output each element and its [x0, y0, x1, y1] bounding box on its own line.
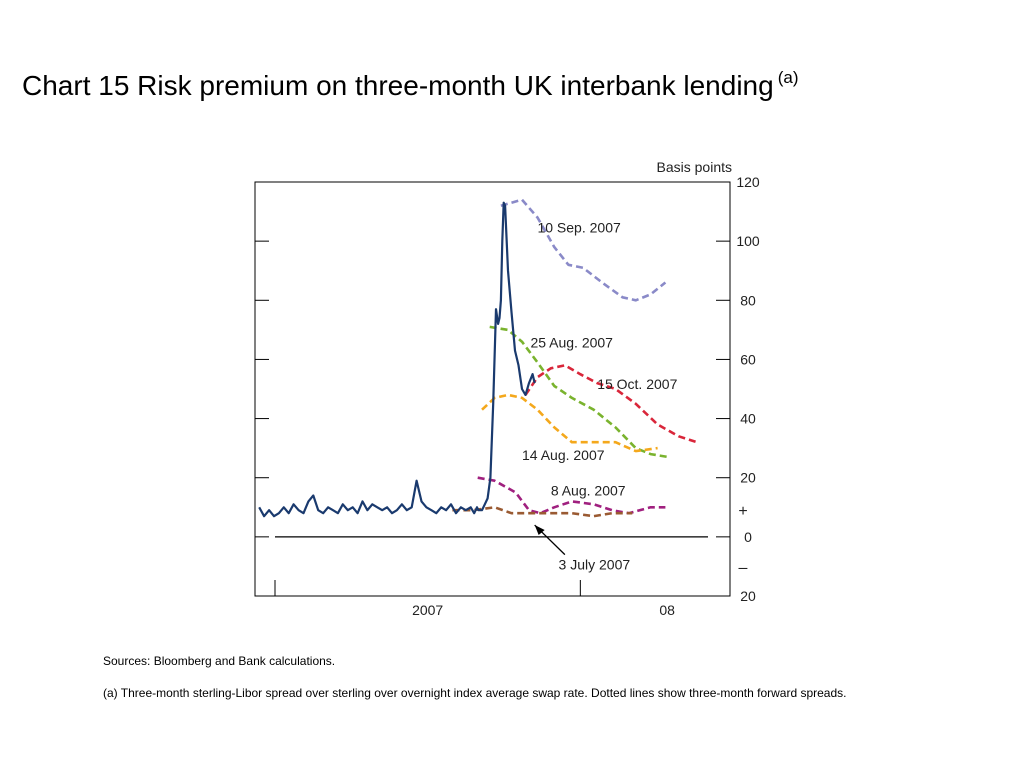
y-tick-label: 20: [740, 470, 756, 486]
y-tick-label: 80: [740, 292, 756, 308]
y-tick-label: 0: [744, 529, 752, 545]
curve-annotation: 8 Aug. 2007: [551, 482, 626, 498]
chart-notes: Sources: Bloomberg and Bank calculations…: [103, 653, 943, 701]
footnote-a: (a) Three-month sterling-Libor spread ov…: [103, 686, 847, 700]
plot-frame: [254, 181, 731, 597]
y-tick-label: 100: [736, 233, 760, 249]
y-axis-label: Basis points: [657, 159, 732, 175]
series-line-spread: [258, 201, 536, 518]
x-tick-label: 08: [659, 602, 675, 618]
y-tick-label: 60: [740, 351, 756, 367]
series-line-15-oct-2007: [524, 363, 698, 444]
chart-title-footnote-mark: (a): [777, 68, 799, 87]
annotation-arrow-head: [534, 525, 545, 536]
curve-annotation: 10 Sep. 2007: [537, 219, 621, 235]
series-line-3-july-2007: [452, 505, 633, 518]
y-tick-label: 120: [736, 174, 760, 190]
chart-title-text: Chart 15 Risk premium on three-month UK …: [22, 70, 774, 101]
curve-annotation: 14 Aug. 2007: [522, 447, 605, 463]
minus-sign-label: –: [739, 559, 748, 576]
sources-note: Sources: Bloomberg and Bank calculations…: [103, 654, 336, 668]
x-tick-label: 2007: [412, 602, 443, 618]
curve-annotation: 25 Aug. 2007: [530, 335, 613, 351]
chart-title: Chart 15 Risk premium on three-month UK …: [22, 68, 798, 102]
curve-annotation: 3 July 2007: [559, 556, 631, 572]
series-line-8-aug-2007: [477, 476, 666, 515]
series-line-14-aug-2007: [481, 393, 658, 453]
y-tick-label: 20: [740, 588, 756, 604]
y-tick-label: 40: [740, 411, 756, 427]
plus-sign-label: +: [738, 503, 747, 520]
curve-annotation: 15 Oct. 2007: [597, 376, 677, 392]
series-line-10-sep-2007: [500, 198, 667, 302]
